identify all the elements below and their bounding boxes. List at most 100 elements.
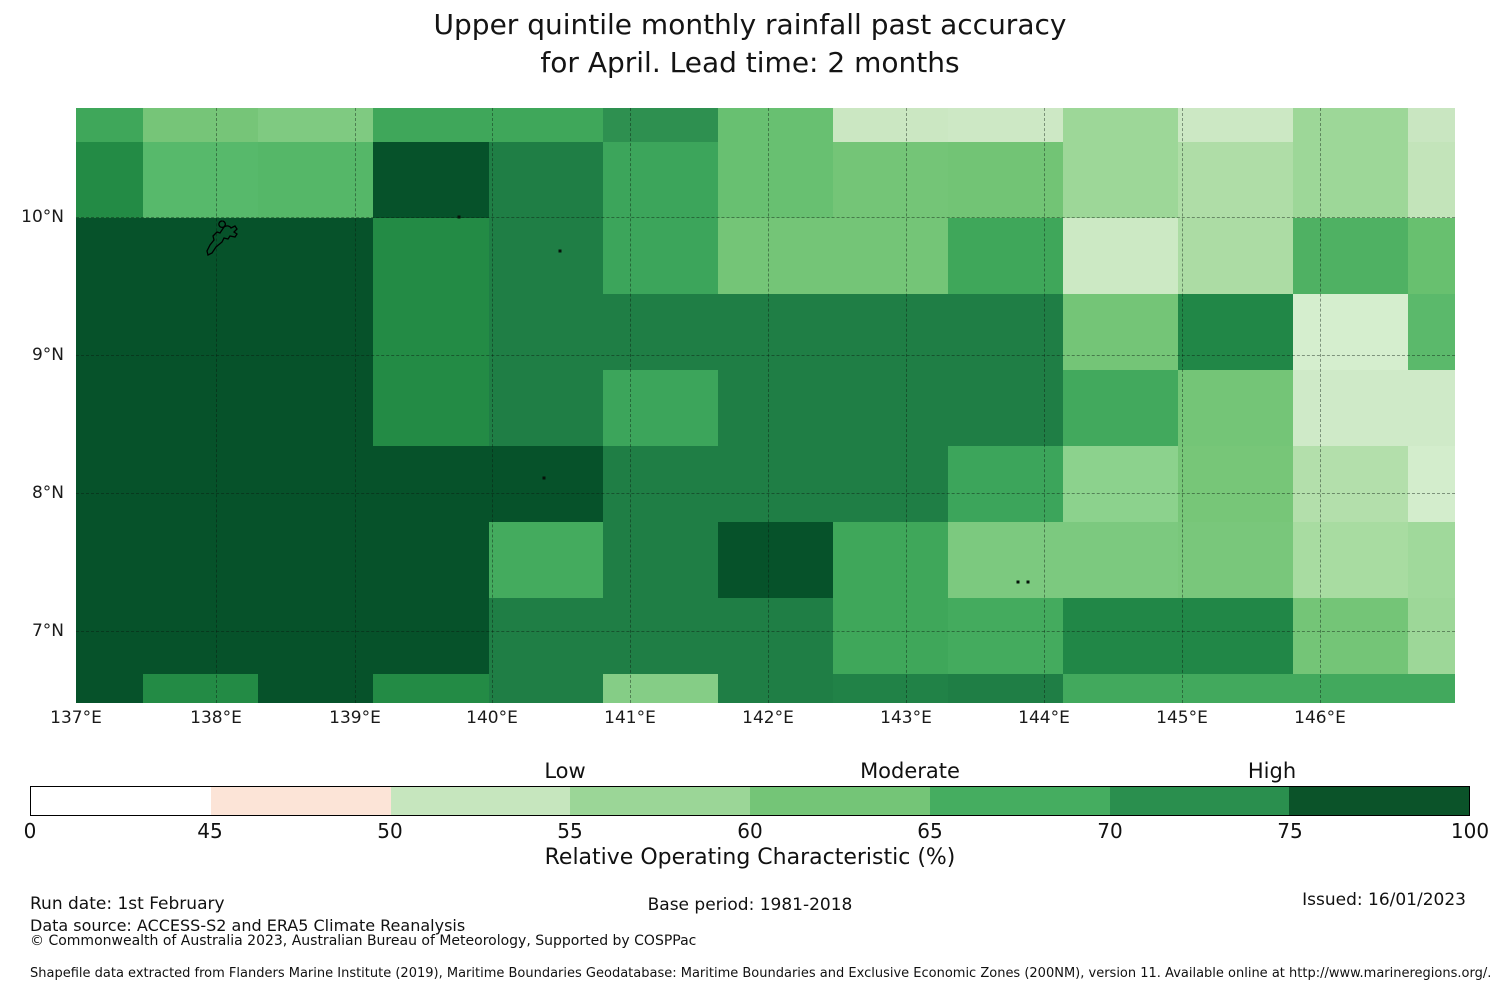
map-cell xyxy=(373,108,489,142)
longitude-gridline xyxy=(1320,108,1321,703)
map-cell xyxy=(143,370,258,446)
map-cell xyxy=(603,446,718,522)
longitude-gridline xyxy=(768,108,769,703)
map-cell xyxy=(833,108,948,142)
colorbar-tick-label: 65 xyxy=(917,819,943,843)
y-tick-label: 10°N xyxy=(21,207,64,227)
map-cell xyxy=(258,522,373,598)
map-cell xyxy=(258,108,373,142)
rainfall-accuracy-heatmap xyxy=(76,108,1455,703)
chart-title-line2: for April. Lead time: 2 months xyxy=(540,46,960,79)
islet-dot xyxy=(1026,580,1030,584)
longitude-gridline xyxy=(906,108,907,703)
map-cell xyxy=(489,598,603,674)
longitude-gridline xyxy=(355,108,356,703)
longitude-gridline xyxy=(492,108,493,703)
data-source-text: Data source: ACCESS-S2 and ERA5 Climate … xyxy=(30,916,466,935)
latitude-gridline xyxy=(76,355,1455,356)
map-cell xyxy=(489,218,603,294)
chart-title: Upper quintile monthly rainfall past acc… xyxy=(0,6,1500,82)
map-cell xyxy=(76,294,143,370)
map-cell xyxy=(1293,218,1408,294)
x-tick-label: 142°E xyxy=(742,708,794,728)
x-tick-label: 143°E xyxy=(880,708,932,728)
map-cell xyxy=(1293,446,1408,522)
map-cell xyxy=(833,370,948,446)
colorbar-tick-label: 45 xyxy=(197,819,223,843)
map-cell xyxy=(603,142,718,218)
map-cell xyxy=(603,598,718,674)
map-cell xyxy=(1063,218,1178,294)
map-cell xyxy=(948,294,1063,370)
longitude-gridline xyxy=(1182,108,1183,703)
map-cell xyxy=(948,218,1063,294)
map-cell xyxy=(718,218,833,294)
colorbar-tick-label: 55 xyxy=(557,819,583,843)
map-cell xyxy=(258,370,373,446)
map-cell xyxy=(489,674,603,703)
latitude-gridline xyxy=(76,631,1455,632)
map-cell xyxy=(603,522,718,598)
map-cell xyxy=(718,674,833,703)
y-tick-label: 8°N xyxy=(31,483,64,503)
map-cell xyxy=(373,142,489,218)
chart-title-line1: Upper quintile monthly rainfall past acc… xyxy=(433,8,1067,41)
map-cell xyxy=(1293,108,1408,142)
map-cell xyxy=(1063,142,1178,218)
map-cell xyxy=(76,370,143,446)
map-cell xyxy=(143,674,258,703)
map-cell xyxy=(143,598,258,674)
map-cell xyxy=(1408,446,1455,522)
map-cell xyxy=(948,108,1063,142)
map-cell xyxy=(718,446,833,522)
longitude-gridline xyxy=(630,108,631,703)
map-cell xyxy=(143,142,258,218)
map-cell xyxy=(1063,108,1178,142)
map-cell xyxy=(1178,218,1293,294)
map-cell xyxy=(143,294,258,370)
colorbar-category-label: Moderate xyxy=(860,759,960,783)
map-cell xyxy=(718,294,833,370)
island-outline-layer xyxy=(206,215,1030,584)
colorbar-segment xyxy=(390,787,571,815)
colorbar-tick-label: 0 xyxy=(23,819,37,843)
map-cell xyxy=(373,294,489,370)
map-cell xyxy=(1293,674,1408,703)
map-cell xyxy=(76,598,143,674)
map-cell xyxy=(1178,522,1293,598)
map-cell xyxy=(1178,446,1293,522)
colorbar-tick-label: 60 xyxy=(737,819,763,843)
colorbar-segment xyxy=(1109,787,1290,815)
map-cell xyxy=(948,142,1063,218)
x-tick-label: 145°E xyxy=(1156,708,1208,728)
map-cell xyxy=(718,108,833,142)
y-tick-label: 9°N xyxy=(31,345,64,365)
map-cell xyxy=(76,446,143,522)
map-cell xyxy=(489,294,603,370)
map-cell xyxy=(1408,108,1455,142)
map-cell xyxy=(373,446,489,522)
islet-dot xyxy=(558,249,562,253)
map-cell xyxy=(833,674,948,703)
map-cell xyxy=(1293,598,1408,674)
map-cell xyxy=(258,142,373,218)
map-cell xyxy=(833,522,948,598)
map-cell xyxy=(373,598,489,674)
colorbar-segment xyxy=(210,787,391,815)
map-cell xyxy=(76,142,143,218)
map-cell xyxy=(1178,294,1293,370)
map-cell xyxy=(489,522,603,598)
copyright-text: © Commonwealth of Australia 2023, Austra… xyxy=(30,933,697,949)
yap-island-outline xyxy=(206,220,238,256)
map-cell xyxy=(718,598,833,674)
colorbar-category-label: Low xyxy=(544,759,586,783)
map-cell xyxy=(373,522,489,598)
islet-dot xyxy=(457,215,461,219)
issued-date-text: Issued: 16/01/2023 xyxy=(1302,890,1466,910)
colorbar xyxy=(30,786,1470,816)
map-cell xyxy=(373,674,489,703)
x-tick-label: 140°E xyxy=(466,708,518,728)
x-tick-label: 144°E xyxy=(1018,708,1070,728)
map-cell xyxy=(833,598,948,674)
